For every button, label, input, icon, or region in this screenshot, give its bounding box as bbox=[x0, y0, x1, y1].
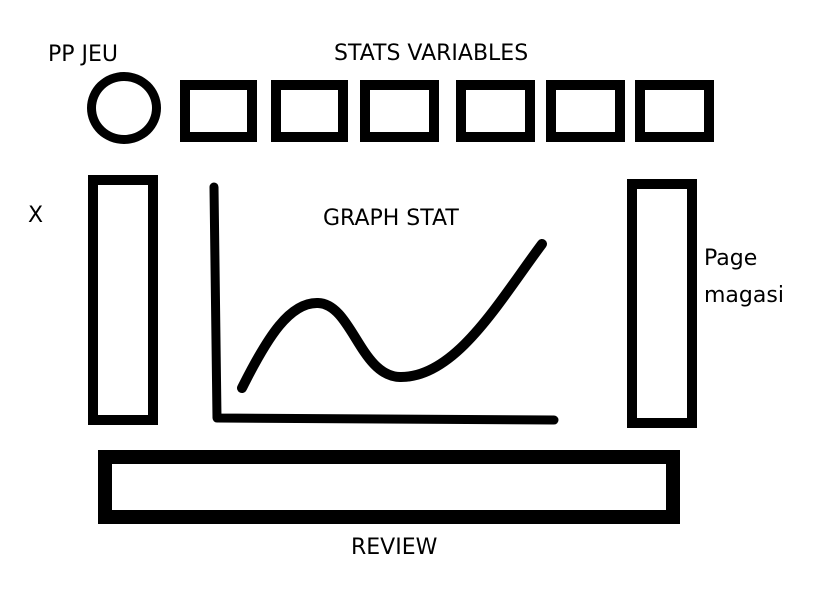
x-panel[interactable] bbox=[88, 175, 158, 425]
page-magasi-label-line1: Page bbox=[704, 246, 758, 271]
graph-curve bbox=[237, 239, 547, 393]
stat-variable-box-2[interactable] bbox=[271, 80, 348, 142]
pp-jeu-label: PP JEU bbox=[48, 42, 119, 67]
x-label: X bbox=[28, 203, 44, 228]
stat-variable-box-5[interactable] bbox=[546, 80, 625, 142]
stats-variables-label: STATS VARIABLES bbox=[334, 41, 529, 66]
review-panel[interactable] bbox=[98, 450, 680, 524]
page-magasi-panel[interactable] bbox=[627, 179, 697, 428]
graph-stat-label: GRAPH STAT bbox=[323, 206, 459, 231]
review-label: REVIEW bbox=[351, 535, 438, 560]
graph-axes bbox=[209, 182, 559, 425]
profile-picture-circle[interactable] bbox=[87, 72, 161, 144]
page-magasi-label-line2: magasi bbox=[704, 283, 784, 308]
stat-variable-box-3[interactable] bbox=[360, 80, 439, 142]
stat-variable-box-1[interactable] bbox=[180, 80, 257, 142]
stat-variable-box-6[interactable] bbox=[635, 80, 714, 142]
stat-variable-box-4[interactable] bbox=[456, 80, 535, 142]
